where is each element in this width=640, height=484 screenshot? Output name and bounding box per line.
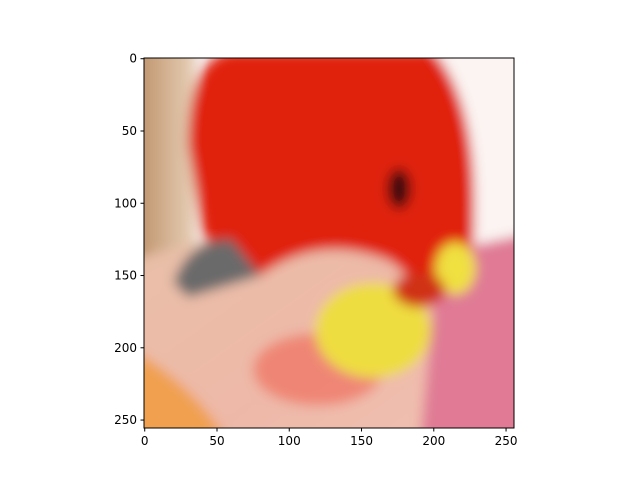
x-tick-label: 200 (422, 434, 445, 448)
x-tick-label: 0 (141, 434, 149, 448)
y-tick-label: 50 (122, 124, 137, 138)
axes-frame (143, 57, 515, 429)
y-tick-label: 200 (114, 341, 137, 355)
y-tick-label: 150 (114, 269, 137, 283)
y-tick-label: 0 (129, 52, 137, 66)
y-tick-label: 250 (114, 413, 137, 427)
x-tick-label: 150 (350, 434, 373, 448)
x-tick-label: 50 (209, 434, 224, 448)
y-tick-label: 100 (114, 196, 137, 210)
x-tick-label: 250 (495, 434, 518, 448)
x-tick-label: 100 (278, 434, 301, 448)
image (144, 58, 514, 428)
